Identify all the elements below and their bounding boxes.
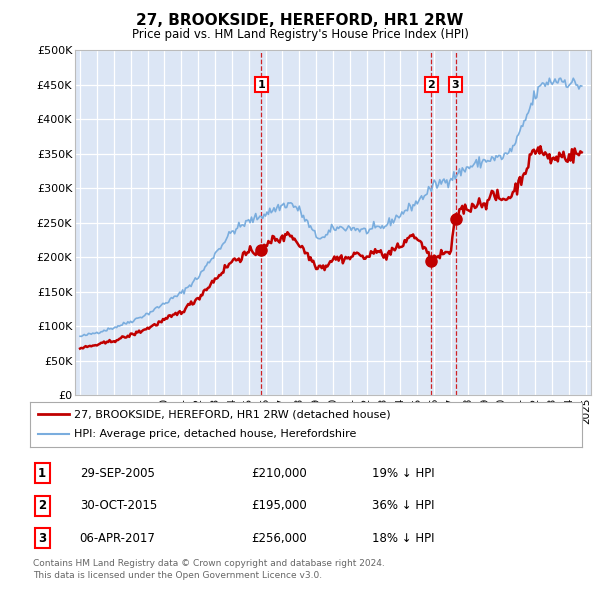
- Text: 2: 2: [427, 80, 435, 90]
- Text: 27, BROOKSIDE, HEREFORD, HR1 2RW: 27, BROOKSIDE, HEREFORD, HR1 2RW: [136, 13, 464, 28]
- Text: 3: 3: [452, 80, 460, 90]
- Text: 1: 1: [38, 467, 46, 480]
- Text: 36% ↓ HPI: 36% ↓ HPI: [372, 499, 435, 512]
- Text: £210,000: £210,000: [251, 467, 307, 480]
- Text: £256,000: £256,000: [251, 532, 307, 545]
- Text: 29-SEP-2005: 29-SEP-2005: [80, 467, 155, 480]
- Text: HPI: Average price, detached house, Herefordshire: HPI: Average price, detached house, Here…: [74, 429, 356, 439]
- Text: 3: 3: [38, 532, 46, 545]
- Text: 1: 1: [257, 80, 265, 90]
- Text: 27, BROOKSIDE, HEREFORD, HR1 2RW (detached house): 27, BROOKSIDE, HEREFORD, HR1 2RW (detach…: [74, 409, 391, 419]
- Text: Contains HM Land Registry data © Crown copyright and database right 2024.
This d: Contains HM Land Registry data © Crown c…: [33, 559, 385, 580]
- Text: 06-APR-2017: 06-APR-2017: [80, 532, 155, 545]
- Text: 2: 2: [38, 499, 46, 512]
- Text: Price paid vs. HM Land Registry's House Price Index (HPI): Price paid vs. HM Land Registry's House …: [131, 28, 469, 41]
- Text: 30-OCT-2015: 30-OCT-2015: [80, 499, 157, 512]
- Text: £195,000: £195,000: [251, 499, 307, 512]
- Text: 18% ↓ HPI: 18% ↓ HPI: [372, 532, 435, 545]
- Text: 19% ↓ HPI: 19% ↓ HPI: [372, 467, 435, 480]
